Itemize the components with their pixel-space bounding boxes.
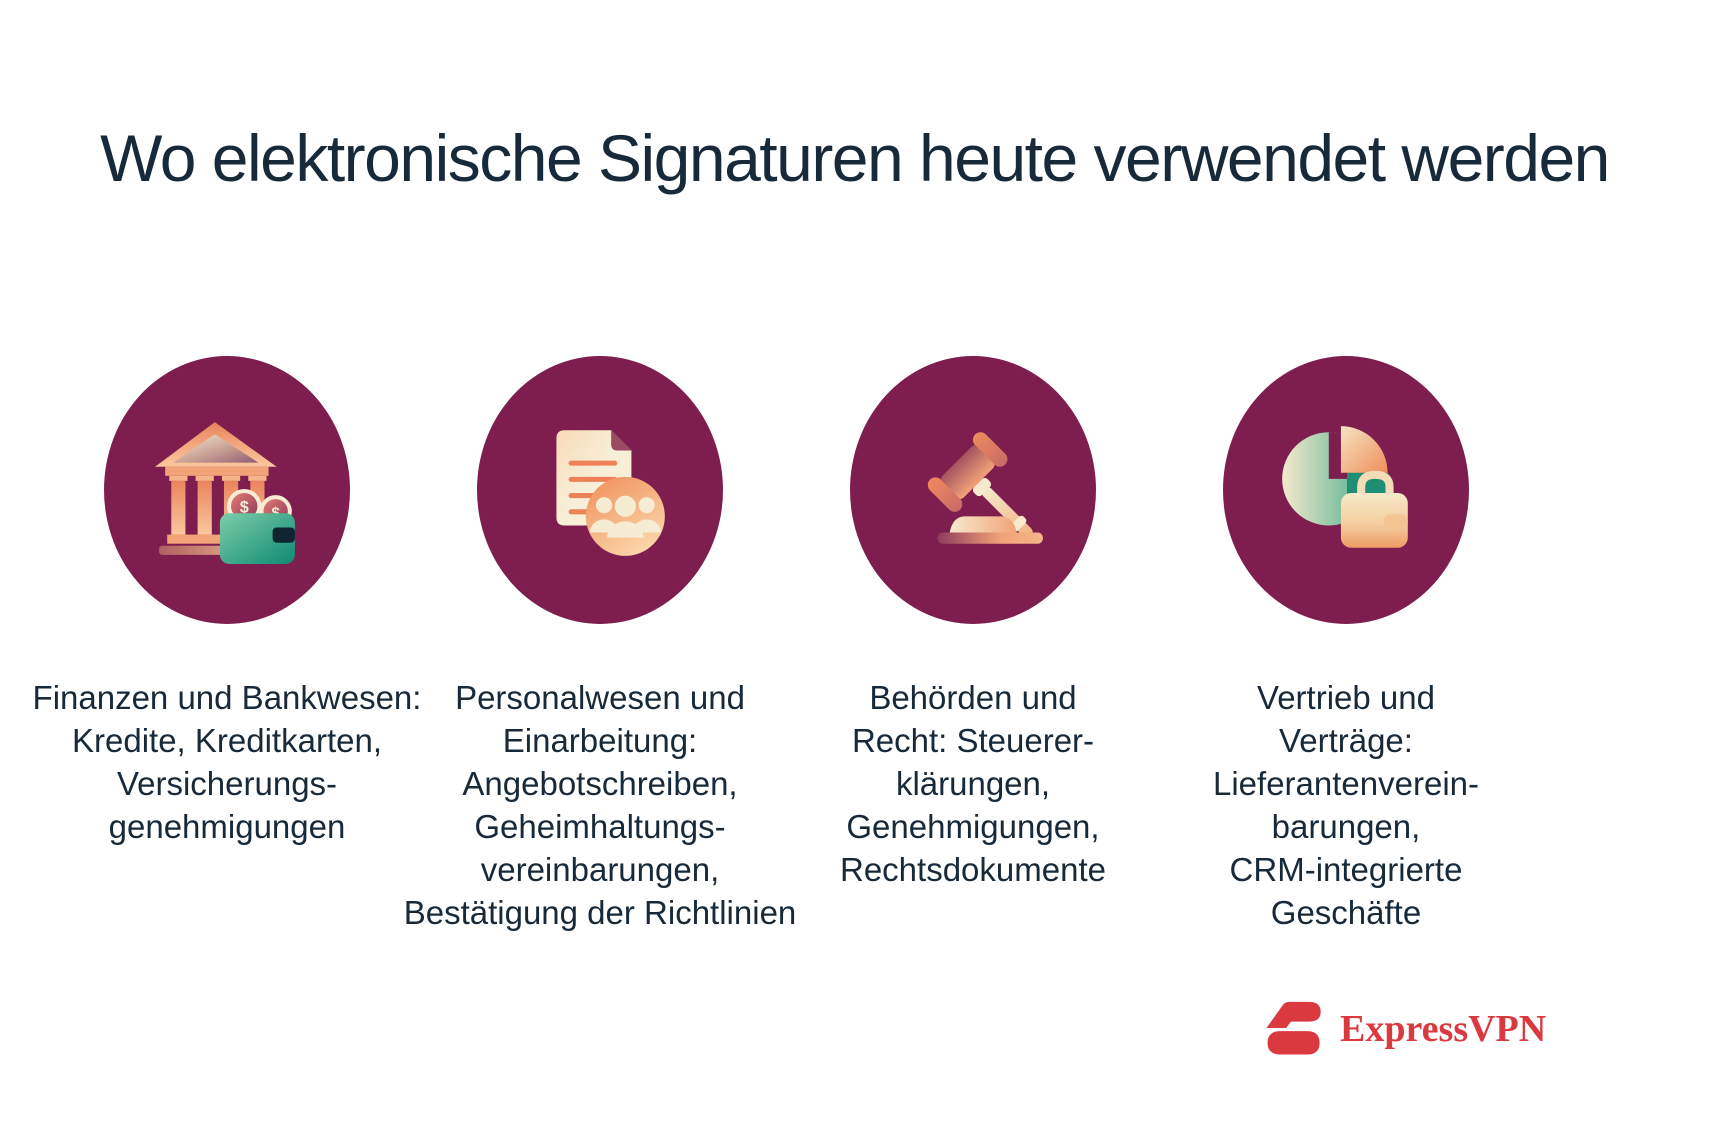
brand-wordmark: ExpressVPN: [1340, 1008, 1547, 1050]
gavel-icon: [927, 432, 1043, 544]
finance-badge: $ $: [104, 356, 350, 624]
wallet: [219, 513, 295, 564]
hr-caption: Personalwesen und Einarbeitung: Angebots…: [403, 679, 797, 931]
document-team-icon: [556, 430, 665, 556]
sales-badge: [1223, 356, 1469, 624]
page-title: Wo elektronische Signaturen heute verwen…: [100, 121, 1610, 195]
briefcase: [1340, 470, 1408, 548]
hr-badge: [477, 356, 723, 624]
sales-caption: Vertrieb und Verträge: Lieferantenverein…: [1213, 679, 1479, 931]
svg-text:$: $: [240, 498, 249, 516]
bank-wallet-icon: $ $: [155, 422, 295, 564]
legal-caption: Behörden und Recht: Steuerer- klärungen,…: [840, 679, 1106, 888]
svg-text:$: $: [271, 504, 280, 521]
sound-block: [937, 516, 1043, 544]
team-silhouettes: [589, 495, 661, 538]
legal-badge: [850, 356, 1096, 624]
pie-briefcase-icon: [1282, 426, 1408, 548]
expressvpn-logo-icon: [1266, 1001, 1321, 1055]
brand-logo: ExpressVPN: [1258, 998, 1546, 1060]
gavel-head-and-handle: [927, 432, 1033, 538]
finance-caption: Finanzen und Bankwesen: Kredite, Kreditk…: [32, 679, 422, 845]
